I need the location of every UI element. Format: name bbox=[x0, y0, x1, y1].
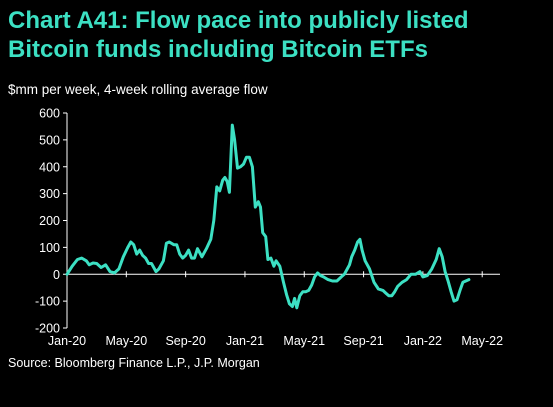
x-tick-label: May-22 bbox=[461, 334, 503, 348]
x-tick-label: May-21 bbox=[283, 334, 325, 348]
y-tick-label: 400 bbox=[39, 160, 60, 174]
x-tick-label: Jan-21 bbox=[226, 334, 264, 348]
x-tick-label: May-20 bbox=[105, 334, 147, 348]
x-tick-label: Jan-20 bbox=[48, 334, 86, 348]
y-tick-label: 100 bbox=[39, 241, 60, 255]
x-tick-label: Sep-20 bbox=[165, 334, 205, 348]
series-line bbox=[65, 123, 471, 310]
y-tick-label: -200 bbox=[35, 322, 60, 336]
y-tick-label: 200 bbox=[39, 214, 60, 228]
source-note: Source: Bloomberg Finance L.P., J.P. Mor… bbox=[8, 356, 260, 370]
chart-axes bbox=[66, 113, 500, 328]
chart-title: Chart A41: Flow pace into publicly liste… bbox=[8, 7, 469, 63]
y-tick-label: 0 bbox=[53, 268, 60, 282]
x-tick-label: Sep-21 bbox=[343, 334, 383, 348]
y-tick-label: 300 bbox=[39, 187, 60, 201]
y-axis-ticks: -200 -100 0 100 200 300 400 500 600 bbox=[35, 107, 67, 336]
y-tick-label: 600 bbox=[39, 107, 60, 121]
x-axis-ticks: Jan-20 May-20 Sep-20 Jan-21 May-21 Sep-21 Jan-… bbox=[48, 271, 503, 348]
x-tick-label: Jan-22 bbox=[404, 334, 442, 348]
y-tick-label: -100 bbox=[35, 295, 60, 309]
y-tick-label: 500 bbox=[39, 133, 60, 147]
chart-subtitle: $mm per week, 4-week rolling average flo… bbox=[8, 82, 268, 97]
